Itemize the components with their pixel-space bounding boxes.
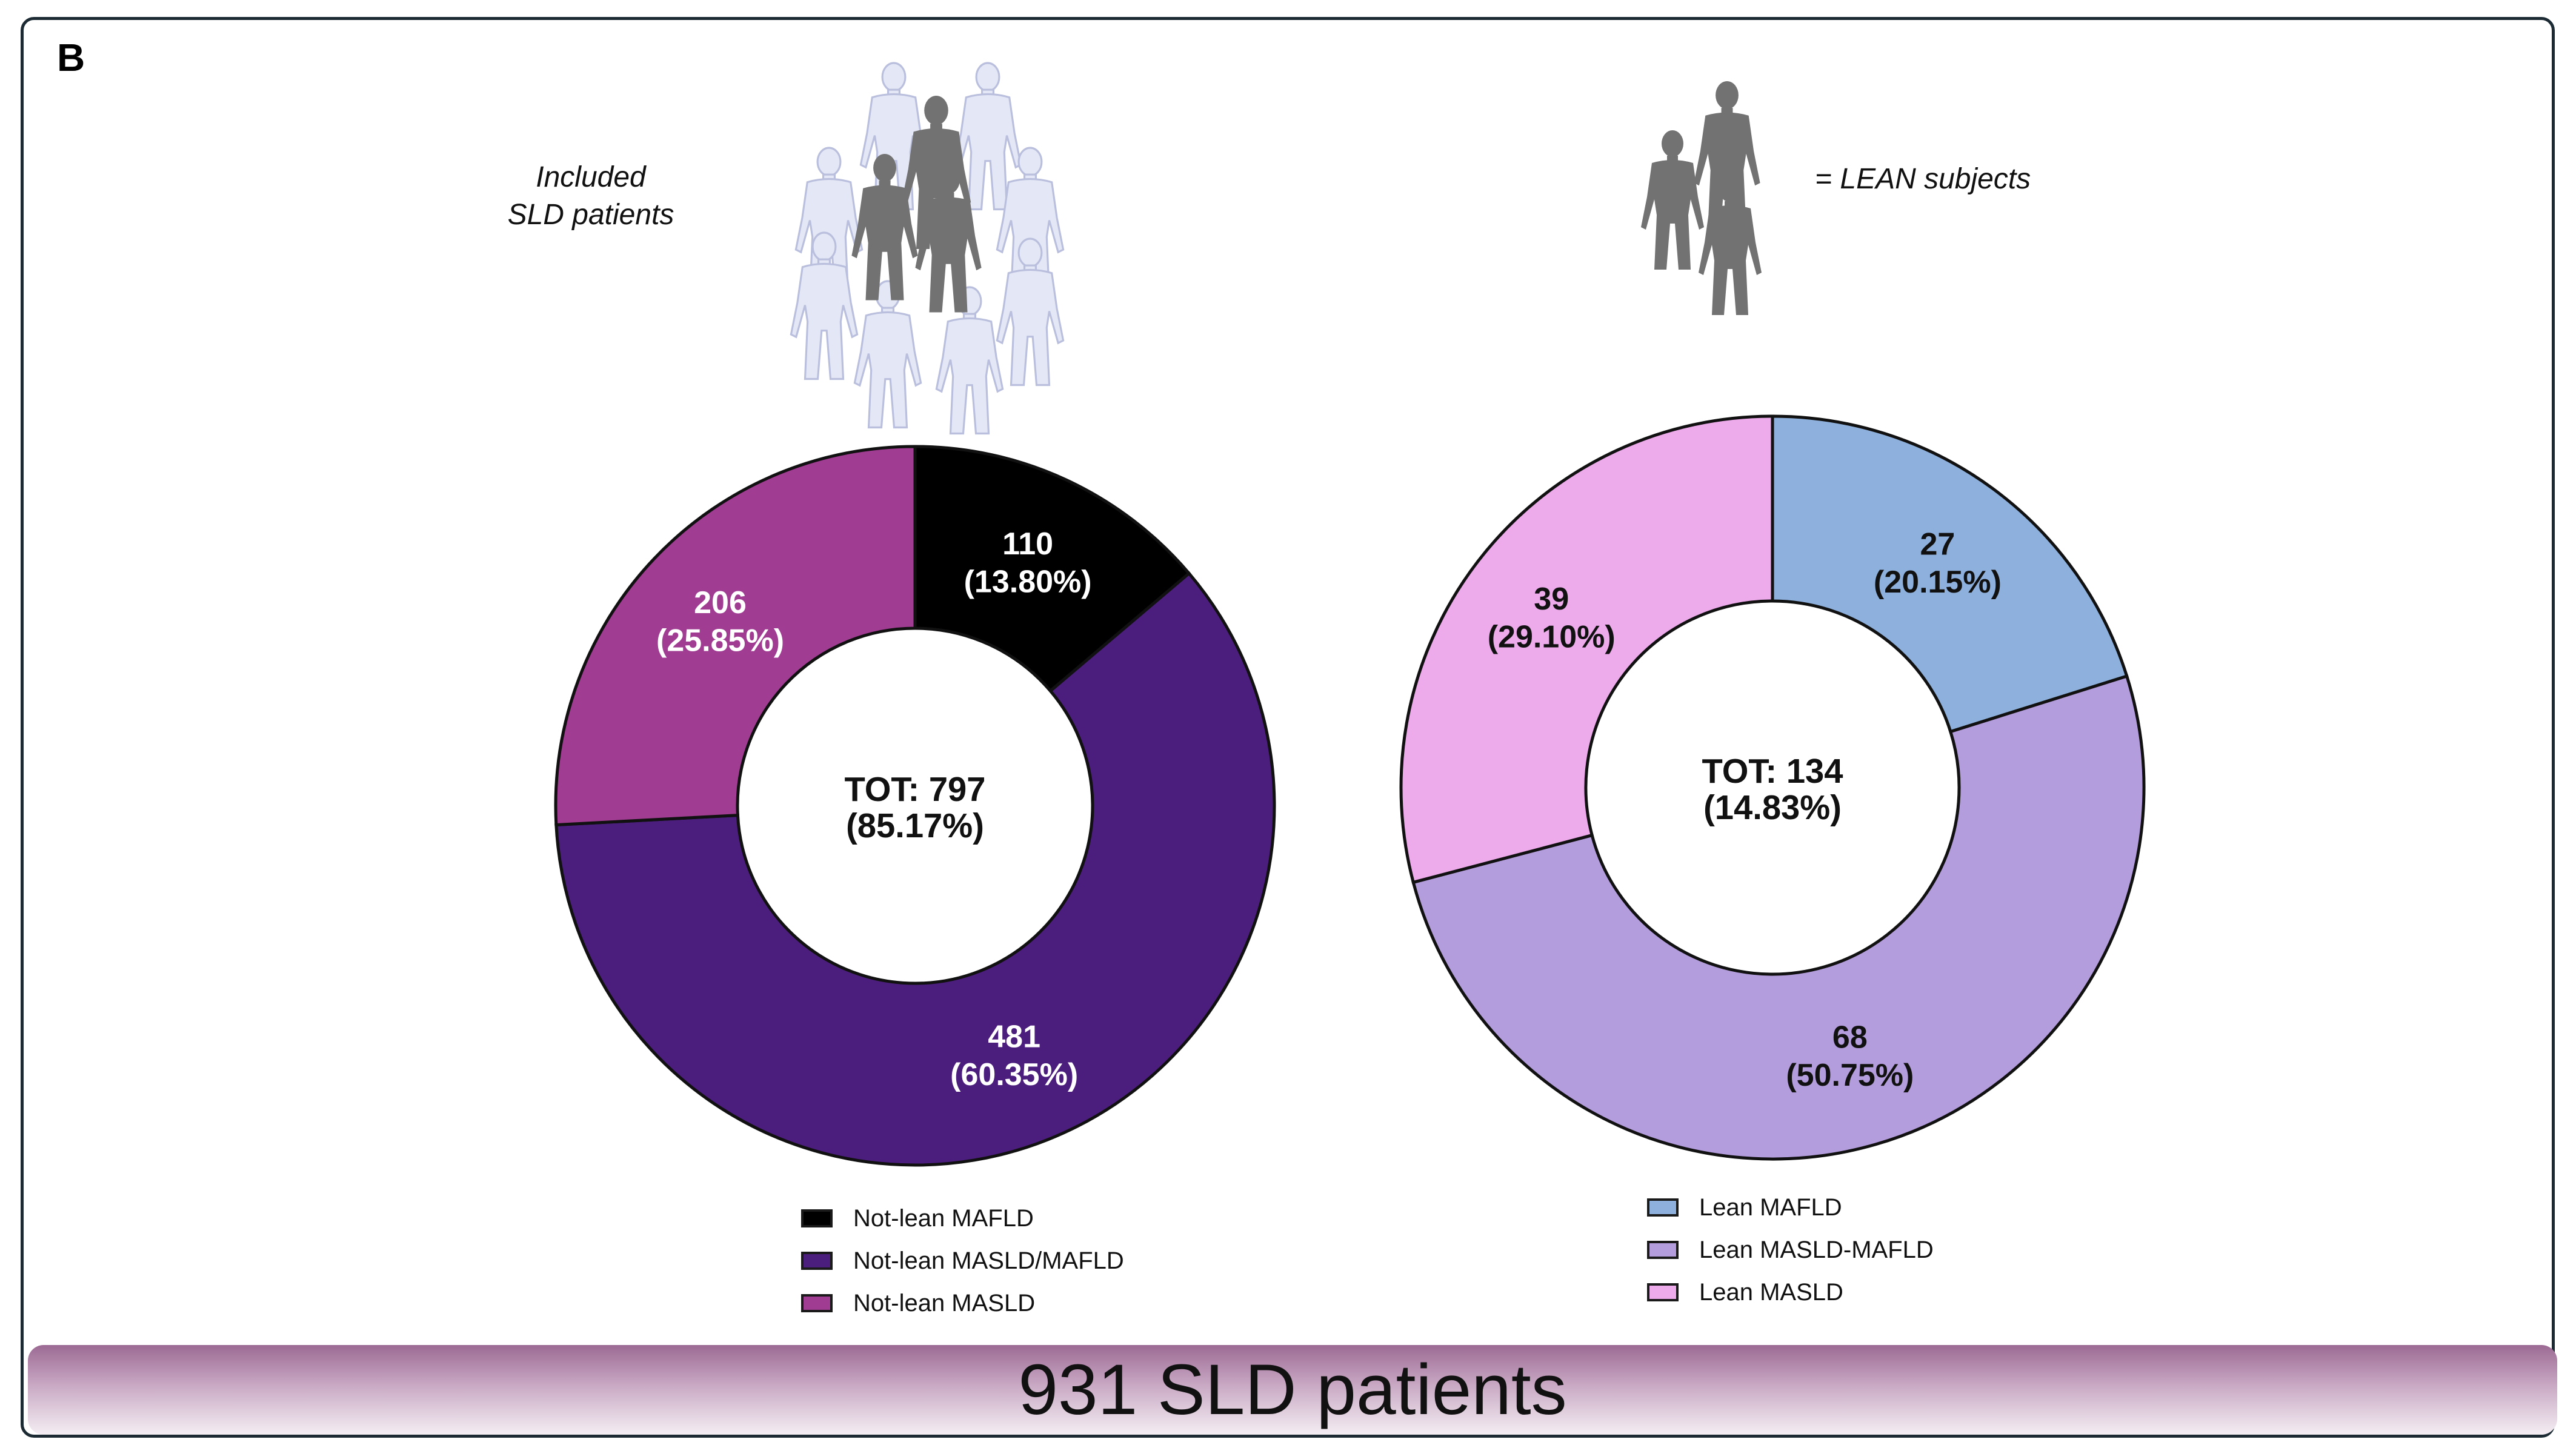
legend-swatch [801, 1252, 833, 1270]
slice-value-label: 206 [694, 585, 747, 620]
legend-label: Lean MAFLD [1699, 1194, 1842, 1221]
slice-lean-masld-mafld [1411, 674, 2146, 1161]
donut-chart-not-lean: 110(13.80%) 481(60.35%) 206(25.85%) TOT: 79… [554, 445, 1276, 1167]
included-patients-label: Included SLD patients [507, 161, 674, 231]
legend-not-lean: Not-lean MAFLD Not-lean MASLD/MAFLD Not-… [801, 1197, 1124, 1324]
slice-value-label: 110 [1002, 526, 1053, 562]
donut-chart-lean: 27(20.15%) 68(50.75%) 39(29.10%) TOT: 134(1… [1399, 414, 2146, 1161]
legend-item: Lean MASLD-MAFLD [1647, 1229, 1934, 1271]
center-total-label: TOT: 134 [1702, 752, 1843, 790]
legend-label: Not-lean MASLD/MAFLD [853, 1247, 1124, 1274]
slice-value-label: 39 [1534, 582, 1569, 617]
slice-not-lean-masld-mafld [554, 571, 1276, 1167]
slice-percent-label: (20.15%) [1874, 565, 2002, 600]
legend-label: Not-lean MAFLD [853, 1204, 1034, 1232]
legend-item: Not-lean MAFLD [801, 1197, 1124, 1240]
slice-percent-label: (25.85%) [656, 623, 784, 659]
legend-swatch [1647, 1198, 1679, 1217]
slice-percent-label: (29.10%) [1488, 619, 1616, 654]
lean-people-icon [1641, 81, 1762, 315]
legend-swatch [1647, 1283, 1679, 1301]
legend-label: Not-lean MASLD [853, 1289, 1036, 1317]
legend-swatch [801, 1294, 833, 1312]
footer-banner: 931 SLD patients [28, 1345, 2557, 1435]
legend-label: Lean MASLD-MAFLD [1699, 1236, 1934, 1263]
panel-label: B [57, 36, 85, 79]
slice-not-lean-masld [554, 445, 917, 827]
slice-percent-label: (13.80%) [964, 564, 1092, 599]
legend-swatch [801, 1209, 833, 1227]
slice-percent-label: (60.35%) [950, 1057, 1078, 1092]
legend-label: Lean MASLD [1699, 1278, 1843, 1306]
center-total-label: TOT: 797 [844, 770, 985, 808]
legend-item: Lean MASLD [1647, 1271, 1934, 1313]
slice-value-label: 68 [1832, 1020, 1868, 1055]
legend-lean: Lean MAFLD Lean MASLD-MAFLD Lean MASLD [1647, 1186, 1934, 1313]
lean-subjects-label: = LEAN subjects [1815, 163, 2031, 195]
legend-item: Not-lean MASLD/MAFLD [801, 1240, 1124, 1282]
slice-value-label: 481 [988, 1020, 1040, 1055]
center-percent-label: (85.17%) [846, 806, 984, 845]
slice-lean-masld [1399, 414, 1774, 885]
legend-item: Not-lean MASLD [801, 1282, 1124, 1324]
slice-value-label: 27 [1920, 527, 1955, 562]
legend-swatch [1647, 1241, 1679, 1259]
center-percent-label: (14.83%) [1703, 788, 1842, 826]
legend-item: Lean MAFLD [1647, 1186, 1934, 1229]
slice-lean-mafld [1771, 414, 2129, 734]
slice-percent-label: (50.75%) [1786, 1058, 1914, 1093]
footer-title: 931 SLD patients [1018, 1350, 1567, 1430]
